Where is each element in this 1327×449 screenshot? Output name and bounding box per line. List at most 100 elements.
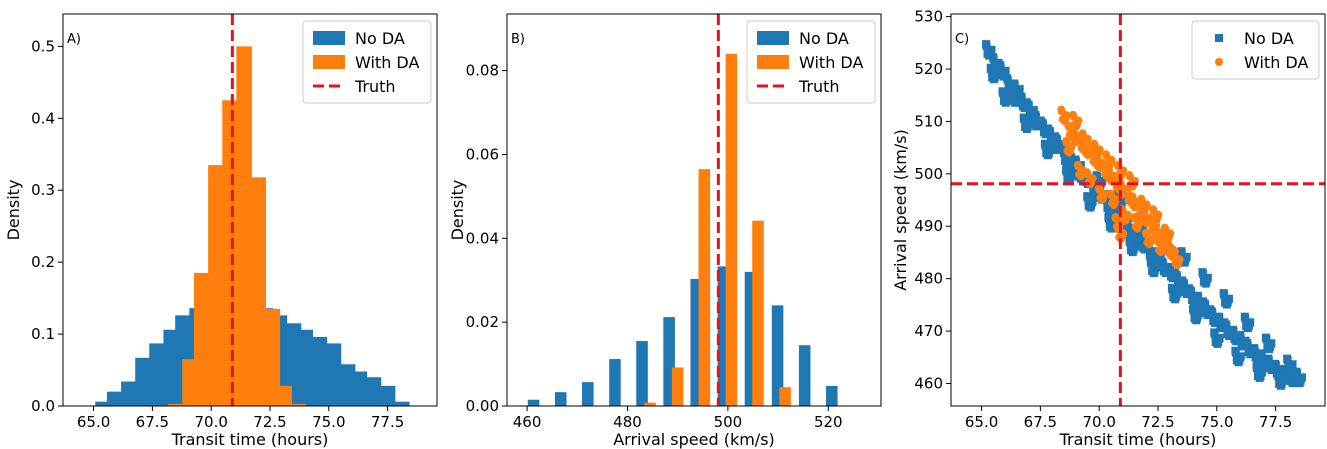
point-no-da — [1283, 356, 1292, 365]
point-no-da — [1256, 371, 1265, 380]
bar-with-da — [236, 46, 252, 406]
bar-with-da — [276, 385, 292, 406]
point-no-da — [1235, 356, 1244, 365]
legend: No DA With DA Truth — [746, 20, 876, 104]
point-no-da — [1287, 364, 1296, 373]
x-tick-label: 480 — [613, 413, 642, 431]
x-tick-label: 67.5 — [136, 413, 169, 431]
point-with-da — [1078, 130, 1087, 139]
point-no-da — [1171, 293, 1180, 302]
point-no-da — [1264, 356, 1273, 365]
point-with-da — [1057, 107, 1066, 116]
point-with-da — [1107, 191, 1116, 200]
point-no-da — [1215, 314, 1224, 323]
legend-label: No DA — [355, 29, 405, 48]
x-tick-label: 75.0 — [312, 413, 345, 431]
legend-swatch-no-da — [757, 31, 789, 45]
bar-no-da — [393, 401, 410, 406]
axes-frame — [62, 13, 438, 407]
y-tick-label: 0.1 — [31, 325, 55, 343]
point-with-da — [1110, 198, 1119, 207]
point-no-da — [1050, 136, 1059, 145]
y-tick-label: 0.5 — [31, 37, 55, 55]
point-with-da — [1145, 238, 1154, 247]
legend-label: No DA — [799, 29, 849, 48]
chart-panel-2: 460 480 500 520 0.00 0.02 0.04 0.06 0.08 Arrival … — [448, 13, 882, 449]
point-no-da — [1173, 272, 1182, 281]
point-no-da — [1214, 337, 1223, 346]
y-tick-label: 0.2 — [31, 253, 55, 271]
bar-no-da — [95, 401, 111, 406]
bar-with-da — [644, 402, 656, 406]
point-no-da — [1003, 75, 1012, 84]
point-no-da — [1231, 348, 1240, 357]
point-no-da — [998, 89, 1007, 98]
point-no-da — [1010, 81, 1019, 90]
chart-panel-1: 65.0 67.5 70.0 72.5 75.0 77.5 0.0 0.1 0.2 0.3 0.4 0… — [4, 13, 438, 449]
legend-label: With DA — [799, 53, 863, 72]
y-axis-label: Arrival speed (km/s) — [891, 129, 910, 291]
y-tick-label: 500 — [914, 165, 943, 183]
point-no-da — [1102, 196, 1111, 205]
bar-with-da — [250, 177, 266, 406]
point-no-da — [1202, 277, 1211, 286]
bar-with-da — [290, 403, 306, 406]
x-tick-label: 65.0 — [77, 413, 110, 431]
x-axis-label: Transit time (hours) — [1059, 430, 1217, 449]
point-no-da — [1114, 191, 1123, 200]
bar-no-da — [744, 271, 757, 406]
legend-swatch-with-da — [1215, 58, 1223, 66]
point-no-da — [1158, 259, 1167, 268]
point-no-da — [996, 62, 1005, 71]
x-tick-label: 75.0 — [1200, 413, 1233, 431]
point-no-da — [1220, 290, 1229, 299]
point-no-da — [1243, 340, 1252, 349]
bar-no-da — [582, 382, 594, 406]
point-no-da — [1011, 96, 1020, 105]
point-with-da — [1122, 214, 1131, 223]
point-no-da — [1241, 314, 1250, 323]
point-no-da — [1054, 143, 1063, 152]
point-with-da — [1137, 196, 1146, 205]
y-tick-label: 0.08 — [466, 62, 499, 80]
panel-label: A) — [67, 32, 81, 47]
point-no-da — [1108, 222, 1117, 231]
point-no-da — [1002, 96, 1011, 105]
bar-no-da — [554, 392, 567, 406]
point-with-da — [1126, 172, 1135, 181]
point-no-da — [1138, 222, 1147, 231]
y-tick-label: 0.4 — [31, 109, 55, 127]
point-no-da — [1222, 322, 1231, 331]
legend-label: With DA — [355, 53, 419, 72]
x-tick-label: 500 — [714, 413, 743, 431]
point-no-da — [1083, 193, 1092, 202]
point-with-da — [1094, 149, 1103, 158]
axes-frame — [506, 13, 882, 407]
bar-no-da — [717, 266, 730, 406]
bar-no-da — [365, 377, 382, 406]
y-tick-label: 470 — [914, 322, 943, 340]
legend-box — [1191, 20, 1320, 80]
bar-with-da — [222, 100, 238, 406]
bar-no-da — [325, 343, 342, 406]
point-no-da — [1066, 175, 1075, 184]
point-no-da — [1044, 149, 1053, 158]
point-with-da — [1154, 238, 1163, 247]
panel-label: B) — [511, 32, 525, 47]
point-no-da — [1020, 115, 1029, 124]
point-no-da — [987, 65, 996, 74]
point-no-da — [990, 73, 999, 82]
point-with-da — [1061, 115, 1070, 124]
x-tick-label: 67.5 — [1024, 413, 1057, 431]
bar-no-da — [690, 278, 703, 406]
point-no-da — [1033, 120, 1042, 129]
axes-frame — [950, 13, 1326, 407]
point-no-da — [1087, 201, 1096, 210]
legend-swatch-with-da — [757, 55, 789, 69]
point-with-da — [1069, 128, 1078, 137]
point-no-da — [1201, 301, 1210, 310]
point-with-da — [1083, 170, 1092, 179]
plot-area — [527, 14, 838, 406]
plot-area — [95, 14, 410, 406]
y-tick-label: 0.3 — [31, 181, 55, 199]
